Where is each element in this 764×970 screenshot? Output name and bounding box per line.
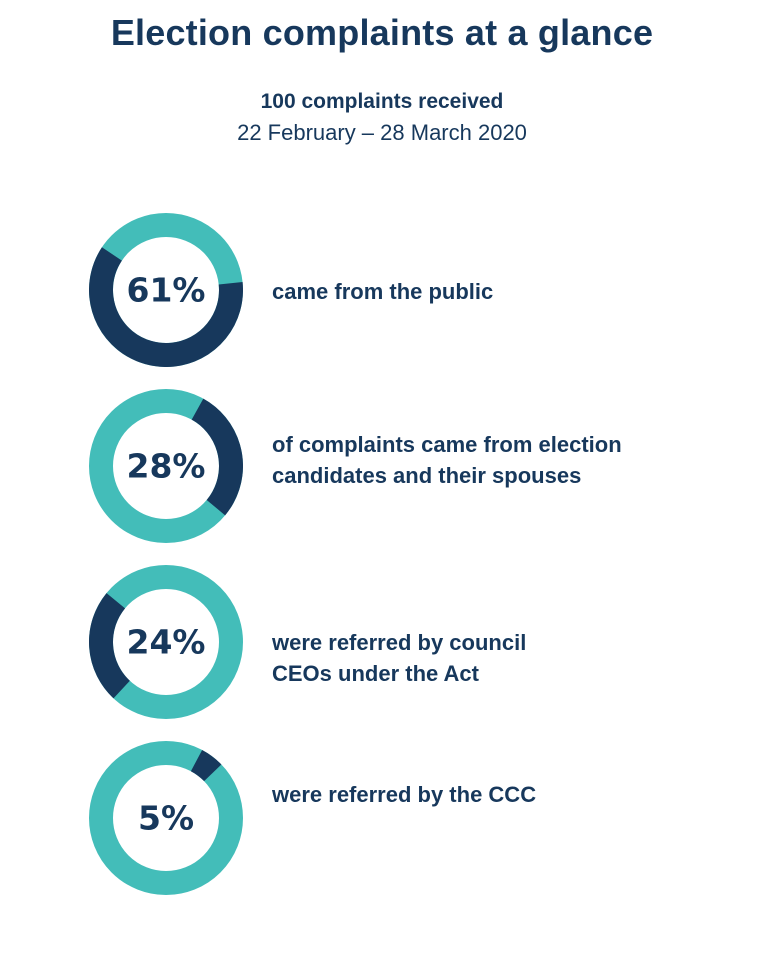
description-public: came from the public bbox=[272, 276, 742, 307]
description-line: CEOs under the Act bbox=[272, 661, 479, 686]
donut-value-label: 61% bbox=[127, 271, 206, 310]
date-range: 22 February – 28 March 2020 bbox=[237, 120, 527, 145]
description-line: were referred by the CCC bbox=[272, 782, 537, 807]
description-council-ceos: were referred by council CEOs under the … bbox=[272, 627, 742, 689]
donut-chart-candidates: 28% bbox=[89, 389, 243, 543]
description-line: candidates and their spouses bbox=[272, 463, 582, 488]
donut-track bbox=[89, 741, 243, 895]
description-line: of complaints came from election bbox=[272, 432, 622, 457]
donut-highlight-arc bbox=[89, 741, 243, 895]
description-line: came from the public bbox=[272, 279, 494, 304]
donut-chart-public: 61% bbox=[89, 213, 243, 367]
donut-value-label: 24% bbox=[127, 623, 206, 662]
donut-value-label: 5% bbox=[138, 799, 194, 838]
donut-chart-ccc: 5% bbox=[89, 741, 243, 895]
donut-highlight-arc bbox=[89, 213, 243, 367]
description-candidates: of complaints came from election candida… bbox=[272, 429, 742, 491]
description-ccc: were referred by the CCC bbox=[272, 779, 742, 810]
donut-chart-council-ceos: 24% bbox=[89, 565, 243, 719]
donut-value-label: 28% bbox=[127, 447, 206, 486]
page-title: Election complaints at a glance bbox=[110, 12, 654, 53]
complaints-count: 100 complaints received bbox=[260, 90, 504, 113]
donut-highlight-arc bbox=[89, 565, 243, 719]
description-line: were referred by council bbox=[272, 630, 527, 655]
